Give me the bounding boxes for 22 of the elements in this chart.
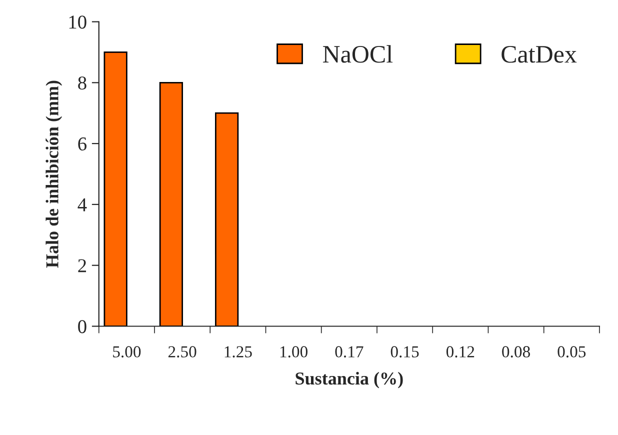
- y-tick-label: 8: [78, 76, 86, 90]
- x-tick-label: 1.25: [224, 346, 252, 358]
- y-tick-label: 0: [78, 320, 86, 334]
- x-tick-label: 0.15: [390, 346, 419, 358]
- legend-label: CatDex: [502, 46, 577, 63]
- x-tick-label: 5.00: [113, 346, 141, 358]
- bar: [104, 52, 128, 326]
- y-tick-label: 6: [78, 137, 86, 150]
- y-tick-label: 10: [69, 16, 86, 29]
- bar: [214, 112, 239, 326]
- x-tick-label: 1.00: [280, 346, 308, 358]
- bar: [159, 82, 184, 326]
- x-axis-title: Sustancia (%): [296, 372, 403, 388]
- x-tick-label: 0.12: [446, 346, 474, 358]
- x-tick-label: 0.05: [558, 346, 586, 358]
- y-tick-label: 4: [78, 198, 87, 212]
- y-axis-title: Halo de inhibición (mm): [46, 80, 62, 268]
- legend-label: NaOCl: [322, 45, 393, 63]
- x-tick-label: 0.17: [335, 346, 364, 358]
- y-tick-label: 2: [78, 259, 86, 272]
- x-tick-label: 0.08: [502, 346, 530, 358]
- x-tick-label: 2.50: [168, 346, 196, 358]
